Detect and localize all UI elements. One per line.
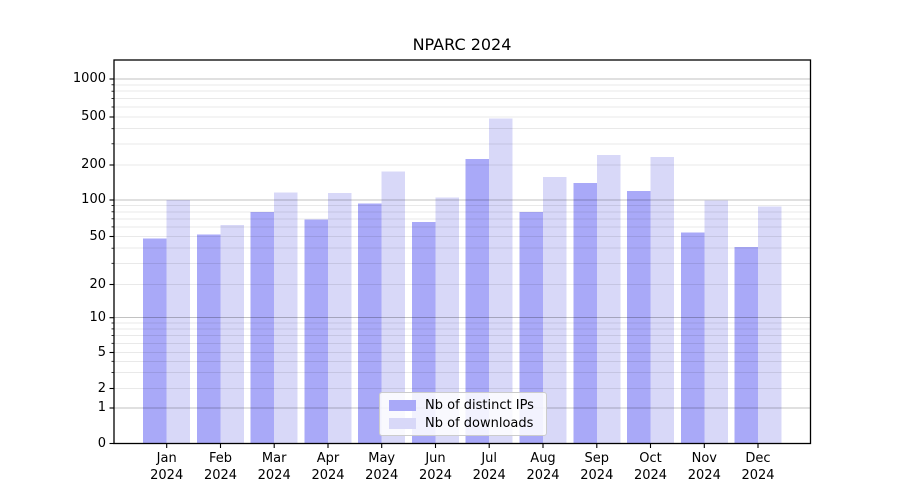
y-tick-label-0: 0 <box>97 435 106 451</box>
bar-distinct-ips-jun <box>412 221 436 444</box>
y-tick-label-2: 2 <box>97 380 106 396</box>
bar-distinct-ips-sep <box>573 183 597 444</box>
x-tick-label-apr: Apr 2024 <box>311 451 345 483</box>
bar-downloads-nov <box>704 200 728 444</box>
bar-distinct-ips-oct <box>627 190 651 444</box>
x-tick-label-mar: Mar 2024 <box>257 451 291 483</box>
x-tick-label-jan: Jan 2024 <box>150 451 184 483</box>
y-tick-label-10: 10 <box>89 309 106 325</box>
bar-downloads-oct <box>650 157 674 444</box>
bar-downloads-apr <box>328 192 352 444</box>
bar-downloads-feb <box>220 225 244 444</box>
chart-title: NPARC 2024 <box>412 35 512 54</box>
y-tick-label-50: 50 <box>89 228 106 244</box>
bar-downloads-jan <box>166 200 191 444</box>
bar-distinct-ips-nov <box>680 232 705 444</box>
bar-distinct-ips-may <box>358 203 382 444</box>
x-tick-label-sep: Sep 2024 <box>580 451 614 483</box>
legend-item-distinct-ips: Nb of distinct IPs <box>389 398 546 413</box>
bar-downloads-mar <box>274 192 298 444</box>
x-tick-label-may: May 2024 <box>365 451 399 483</box>
legend: Nb of distinct IPs Nb of downloads <box>379 392 547 436</box>
bar-downloads-jun <box>435 197 459 444</box>
legend-item-downloads: Nb of downloads <box>389 416 546 431</box>
bar-downloads-dec <box>758 206 782 444</box>
bar-distinct-ips-mar <box>250 211 275 444</box>
bar-downloads-jul <box>489 118 513 444</box>
y-tick-label-100: 100 <box>81 192 106 207</box>
x-tick-label-aug: Aug 2024 <box>526 451 560 483</box>
bar-distinct-ips-feb <box>197 234 221 444</box>
bar-downloads-aug <box>543 176 567 444</box>
x-tick-label-oct: Oct 2024 <box>633 451 668 483</box>
plot-border <box>113 59 812 445</box>
x-tick-label-feb: Feb 2024 <box>203 451 238 483</box>
bar-distinct-ips-jul <box>465 158 490 444</box>
legend-swatch-downloads <box>389 417 416 429</box>
x-tick-label-dec: Dec 2024 <box>741 451 775 483</box>
y-tick-label-1000: 1000 <box>72 71 106 86</box>
y-tick-label-200: 200 <box>81 157 106 172</box>
y-tick-label-500: 500 <box>81 109 106 124</box>
y-tick-label-20: 20 <box>89 276 106 292</box>
x-tick-label-jun: Jun 2024 <box>418 451 453 483</box>
bar-downloads-sep <box>596 155 621 444</box>
bar-distinct-ips-dec <box>734 246 758 444</box>
legend-swatch-distinct-ips <box>389 399 416 411</box>
legend-label-distinct-ips: Nb of distinct IPs <box>425 397 534 413</box>
bar-downloads-may <box>381 171 406 444</box>
y-tick-label-1: 1 <box>97 400 106 415</box>
legend-label-downloads: Nb of downloads <box>425 415 534 431</box>
y-tick-label-5: 5 <box>97 344 106 360</box>
bar-distinct-ips-apr <box>304 219 328 444</box>
x-tick-label-jul: Jul 2024 <box>472 451 506 483</box>
x-tick-label-nov: Nov 2024 <box>687 451 721 483</box>
bar-distinct-ips-aug <box>519 211 543 444</box>
bar-distinct-ips-jan <box>143 238 167 444</box>
